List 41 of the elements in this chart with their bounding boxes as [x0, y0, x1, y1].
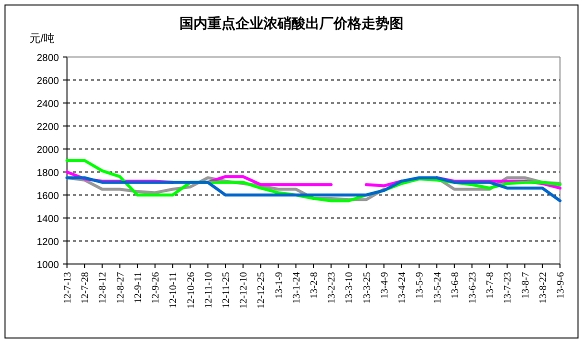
y-tick-label: 2400: [36, 99, 60, 110]
x-tick-label: 13-1-24: [291, 272, 302, 304]
y-axis-title: 元/吨: [29, 32, 55, 45]
x-tick-label: 12-7-13: [62, 272, 74, 304]
x-tick-label: 13-3-10: [344, 272, 356, 304]
x-tick-label: 12-9-11: [132, 272, 144, 304]
x-tick-label: 13-8-22: [538, 272, 549, 304]
y-tick-label: 1400: [36, 214, 60, 225]
x-tick-label: 12-11-10: [203, 272, 214, 308]
x-tick-label: 12-9-26: [150, 272, 162, 304]
x-tick-label: 13-9-6: [556, 272, 566, 299]
x-tick-label: 13-7-23: [502, 272, 514, 304]
chart-title: 国内重点企业浓硝酸出厂价格走势图: [180, 15, 404, 31]
x-tick-label: 13-6-8: [450, 272, 461, 299]
x-tick-label: 13-5-9: [414, 272, 426, 299]
x-tick-label: 13-2-8: [309, 272, 320, 299]
y-tick-label: 2600: [36, 76, 60, 87]
x-tick-label: 12-8-27: [115, 272, 126, 304]
x-tick-label: 12-11-25: [220, 272, 232, 308]
x-tick-label: 13-4-24: [397, 272, 408, 304]
x-tick-label: 13-6-23: [467, 272, 478, 304]
y-tick-label: 1800: [36, 168, 60, 179]
y-tick-label: 2000: [36, 145, 60, 156]
x-tick-label: 13-2-23: [326, 272, 338, 304]
x-tick-label: 12-8-12: [98, 272, 109, 304]
x-tick-label: 13-8-7: [520, 272, 532, 299]
y-tick-label: 1000: [36, 260, 60, 271]
y-tick-label: 1600: [36, 191, 60, 202]
x-tick-label: 13-5-24: [432, 272, 444, 304]
x-tick-label: 12-12-25: [256, 272, 268, 309]
x-tick-label: 12-10-11: [168, 272, 180, 308]
x-tick-label: 13-4-9: [379, 272, 390, 299]
x-tick-label: 12-12-10: [238, 272, 250, 309]
x-tick-label: 13-7-8: [485, 272, 496, 299]
y-tick-label: 2800: [36, 53, 60, 64]
x-tick-label: 12-7-28: [80, 272, 92, 304]
x-tick-label: 13-3-25: [362, 272, 373, 304]
y-tick-label: 2200: [36, 122, 60, 133]
x-tick-label: 12-10-26: [186, 272, 197, 309]
x-tick-label: 13-1-9: [274, 272, 285, 299]
y-tick-label: 1200: [36, 237, 60, 248]
